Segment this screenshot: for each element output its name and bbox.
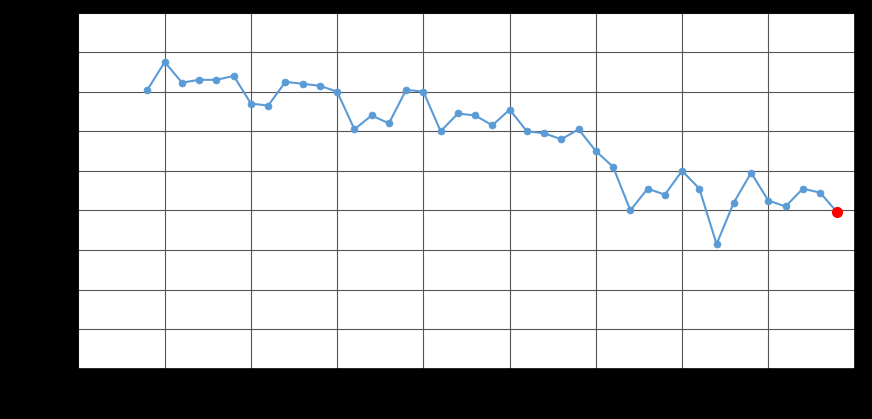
- Y-axis label: 海氷面積（万平方キロメートル）: 海氷面積（万平方キロメートル）: [28, 134, 41, 247]
